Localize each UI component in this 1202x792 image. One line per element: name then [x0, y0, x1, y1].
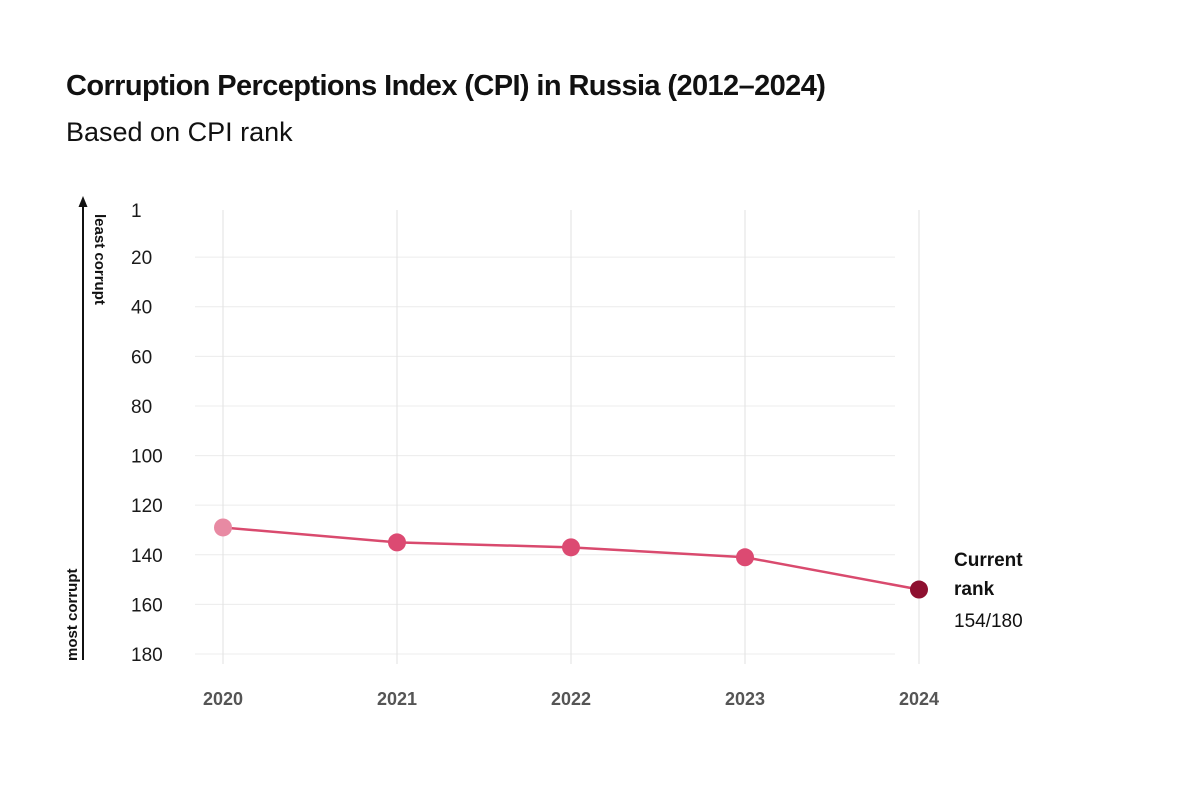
y-tick-160: 160 [131, 595, 163, 616]
ylabel-bottom: most corrupt [64, 568, 81, 661]
chart-subtitle: Based on CPI rank [66, 117, 293, 147]
data-point-2023 [736, 548, 754, 567]
y-axis-arrowhead [78, 196, 88, 207]
data-point-2022 [562, 538, 580, 557]
y-axis-arrow: least corrupt most corrupt [64, 196, 108, 661]
annotation-heading-line1: Current [954, 550, 1023, 571]
x-axis-ticks: 2020 2021 2022 2023 2024 [203, 689, 939, 709]
x-tick-2024: 2024 [899, 689, 939, 709]
x-tick-2020: 2020 [203, 689, 243, 709]
chart-title: Corruption Perceptions Index (CPI) in Ru… [66, 70, 826, 102]
y-tick-100: 100 [131, 447, 163, 468]
current-rank-annotation: Current rank 154/180 [954, 550, 1023, 632]
y-tick-1: 1 [131, 201, 142, 222]
data-point-2020 [214, 518, 232, 537]
ylabel-top: least corrupt [91, 214, 108, 305]
y-tick-180: 180 [131, 645, 163, 666]
x-tick-2022: 2022 [551, 689, 591, 709]
series-cpi-rank [214, 518, 928, 599]
annotation-value: 154/180 [954, 611, 1023, 632]
y-tick-140: 140 [131, 546, 163, 567]
y-tick-20: 20 [131, 248, 152, 269]
y-tick-120: 120 [131, 496, 163, 517]
annotation-heading-line2: rank [954, 579, 995, 600]
x-tick-2021: 2021 [377, 689, 417, 709]
data-point-2024 [910, 580, 928, 599]
y-tick-60: 60 [131, 347, 152, 368]
data-point-2021 [388, 533, 406, 552]
x-tick-2023: 2023 [725, 689, 765, 709]
gridlines [195, 210, 920, 664]
y-tick-40: 40 [131, 298, 152, 319]
y-tick-80: 80 [131, 397, 152, 418]
